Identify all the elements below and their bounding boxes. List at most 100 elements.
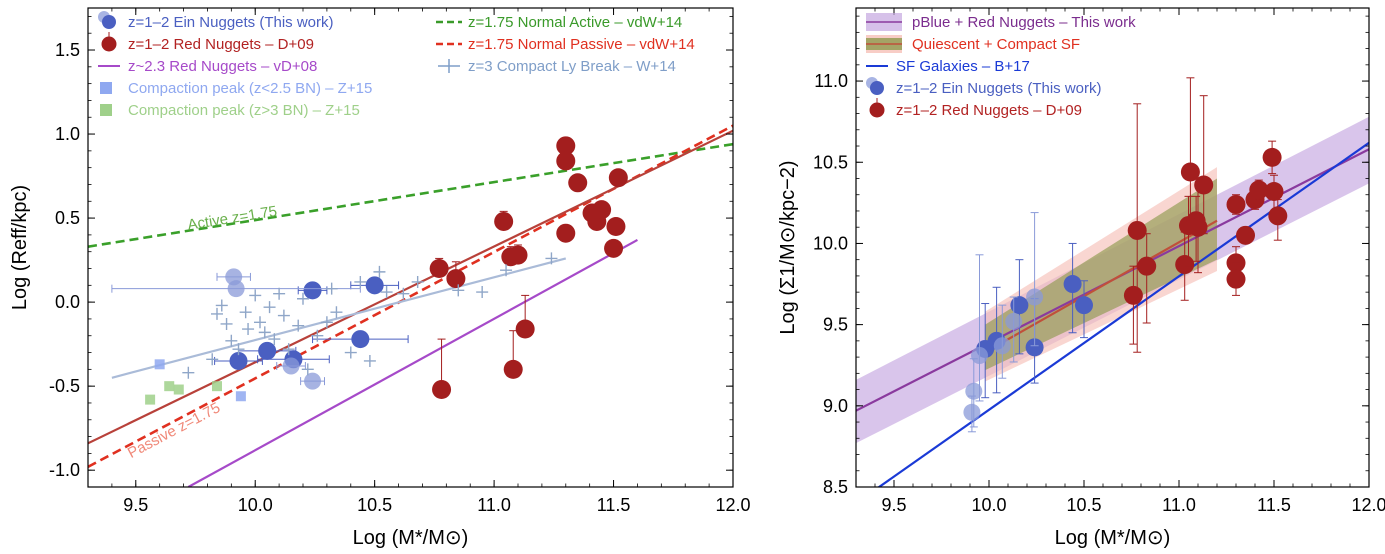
legend-label: z=1–2 Ein Nuggets (This work) xyxy=(896,80,1102,97)
legend-label: Compaction peak (z>3 BN) – Z+15 xyxy=(128,102,360,119)
point-compaction-peak-z-3-bn- xyxy=(145,394,156,405)
legend-marker-red xyxy=(869,102,885,118)
x-tick-label: 9.5 xyxy=(123,495,148,515)
point-red-nuggets xyxy=(1123,285,1143,305)
point-compact-ly-break xyxy=(380,286,393,299)
panel-size-mass: Active z=1.75 Passive z=1.75 9.5 10.0 10.5 11… xyxy=(9,7,751,549)
point-red-nuggets xyxy=(608,168,628,188)
point-compact-ly-break xyxy=(325,282,338,295)
point-ein-nuggets xyxy=(229,351,248,370)
point-red-nuggets xyxy=(606,216,626,236)
x-tick-label: 10.5 xyxy=(1066,495,1101,515)
y-tick-label: 9.0 xyxy=(823,396,848,416)
point-red-nuggets xyxy=(1264,181,1284,201)
plot-frame xyxy=(855,7,1370,488)
point-compact-ly-break xyxy=(242,323,255,336)
point-red-nuggets xyxy=(515,319,535,339)
point-compact-ly-break xyxy=(354,275,367,288)
fit-line xyxy=(984,219,1218,354)
point-ein-nuggets-faded- xyxy=(965,382,983,400)
point-compact-ly-break xyxy=(239,306,252,319)
point-compact-ly-break xyxy=(297,292,309,305)
point-ein-nuggets xyxy=(1010,296,1029,315)
point-compact-ly-break xyxy=(452,284,465,297)
x-tick-label: 10.5 xyxy=(357,495,392,515)
fit-line xyxy=(88,142,733,248)
point-ein-nuggets-faded- xyxy=(282,357,300,375)
point-ein-nuggets-faded- xyxy=(1026,288,1044,306)
point-compact-ly-break xyxy=(225,334,238,347)
point-red-nuggets xyxy=(1188,217,1208,237)
band xyxy=(985,178,1217,371)
point-red-nuggets xyxy=(1175,255,1195,275)
x-axis-label: Log (M*/M⊙) xyxy=(353,527,469,549)
point-compact-ly-break xyxy=(211,307,223,320)
point-red-nuggets xyxy=(429,259,449,279)
point-compact-ly-break xyxy=(282,343,295,356)
legend-label: z=1–2 Red Nuggets – D+09 xyxy=(128,36,314,53)
fit-line xyxy=(111,257,567,379)
plot-frame xyxy=(87,7,734,488)
point-red-nuggets xyxy=(1236,225,1255,245)
point-compact-ly-break xyxy=(500,264,513,277)
point-compact-ly-break xyxy=(268,333,281,346)
point-compact-ly-break xyxy=(258,326,271,339)
legend-label: z=1.75 Normal Active – vdW+14 xyxy=(468,14,682,31)
point-ein-nuggets-faded- xyxy=(971,346,988,364)
y-tick-label: 10.0 xyxy=(813,233,848,253)
point-ein-nuggets xyxy=(365,276,384,295)
point-red-nuggets xyxy=(1180,162,1200,182)
x-tick-label: 10.0 xyxy=(971,495,1006,515)
point-red-nuggets xyxy=(432,380,452,400)
x-tick-label: 11.5 xyxy=(1257,495,1291,515)
x-tick-label: 11.5 xyxy=(597,495,631,515)
x-tick-label: 11.0 xyxy=(1162,495,1196,515)
point-red-nuggets xyxy=(1226,269,1246,289)
point-compact-ly-break xyxy=(411,275,424,288)
point-red-nuggets xyxy=(1249,180,1269,200)
point-compact-ly-break xyxy=(249,289,262,302)
y-tick-label: 11.0 xyxy=(814,71,848,91)
y-tick-label: 0.0 xyxy=(55,292,80,312)
x-tick-label: 11.0 xyxy=(477,495,511,515)
point-red-nuggets xyxy=(592,200,612,220)
point-red-nuggets xyxy=(556,136,576,156)
point-compact-ly-break xyxy=(363,354,376,367)
point-red-nuggets xyxy=(508,245,528,265)
x-tick-label: 12.0 xyxy=(1351,495,1385,515)
point-ein-nuggets-faded- xyxy=(304,372,322,390)
point-red-nuggets xyxy=(1127,220,1147,240)
y-tick-label: 1.0 xyxy=(55,124,80,144)
point-compaction-peak-z-3-bn- xyxy=(212,381,222,392)
point-red-nuggets xyxy=(556,151,576,171)
legend-marker-red xyxy=(101,36,117,52)
plot-area: Active z=1.75 Passive z=1.75 xyxy=(88,124,733,487)
point-compact-ly-break xyxy=(277,309,290,322)
legend-label: SF Galaxies – B+17 xyxy=(896,58,1030,75)
point-compact-ly-break xyxy=(182,366,195,379)
point-ein-nuggets-faded- xyxy=(963,403,981,421)
point-compact-ly-break xyxy=(330,306,343,319)
x-axis-label: Log (M*/M⊙) xyxy=(1055,527,1171,549)
point-ein-nuggets xyxy=(1025,338,1044,357)
legend-marker-ein xyxy=(102,15,116,29)
point-ein-nuggets xyxy=(1063,275,1082,294)
legend-label: z=3 Compact Ly Break – W+14 xyxy=(468,58,676,75)
point-ein-nuggets xyxy=(303,281,322,300)
point-red-nuggets xyxy=(568,173,588,193)
point-compact-ly-break xyxy=(301,363,314,376)
fit-line xyxy=(88,129,733,445)
point-red-nuggets xyxy=(1137,256,1157,276)
point-compact-ly-break xyxy=(320,316,333,329)
line-annotation: Active z=1.75 xyxy=(186,203,278,234)
fit-line xyxy=(877,141,1369,487)
y-tick-label: 8.5 xyxy=(823,477,848,497)
point-red-nuggets xyxy=(1194,175,1214,195)
point-compact-ly-break xyxy=(311,329,324,342)
point-red-nuggets xyxy=(1268,206,1288,226)
legend-plus xyxy=(438,59,460,73)
point-compaction-peak-z-2-5-bn- xyxy=(235,391,246,402)
point-compact-ly-break xyxy=(476,286,489,299)
legend-label: z~2.3 Red Nuggets – vD+08 xyxy=(128,58,317,75)
